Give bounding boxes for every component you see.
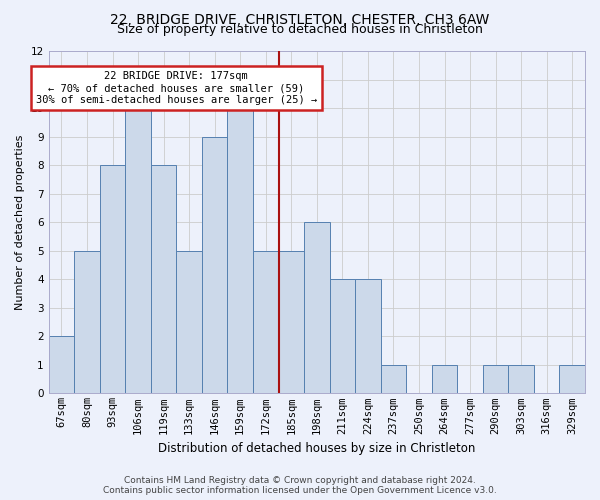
Bar <box>432 365 457 394</box>
Text: Contains HM Land Registry data © Crown copyright and database right 2024.
Contai: Contains HM Land Registry data © Crown c… <box>103 476 497 495</box>
Bar <box>278 251 304 394</box>
Bar <box>304 222 329 394</box>
Bar <box>559 365 585 394</box>
Y-axis label: Number of detached properties: Number of detached properties <box>15 135 25 310</box>
Bar <box>253 251 278 394</box>
Bar <box>151 166 176 394</box>
Bar <box>176 251 202 394</box>
Bar <box>100 166 125 394</box>
Bar <box>49 336 74 394</box>
Bar <box>202 137 227 394</box>
Bar <box>380 365 406 394</box>
Bar <box>355 280 380 394</box>
Bar <box>227 108 253 394</box>
Bar <box>508 365 534 394</box>
Bar <box>329 280 355 394</box>
Bar <box>125 108 151 394</box>
Text: 22 BRIDGE DRIVE: 177sqm
← 70% of detached houses are smaller (59)
30% of semi-de: 22 BRIDGE DRIVE: 177sqm ← 70% of detache… <box>36 72 317 104</box>
Bar <box>483 365 508 394</box>
Bar <box>74 251 100 394</box>
Text: Size of property relative to detached houses in Christleton: Size of property relative to detached ho… <box>117 22 483 36</box>
Text: 22, BRIDGE DRIVE, CHRISTLETON, CHESTER, CH3 6AW: 22, BRIDGE DRIVE, CHRISTLETON, CHESTER, … <box>110 12 490 26</box>
X-axis label: Distribution of detached houses by size in Christleton: Distribution of detached houses by size … <box>158 442 476 455</box>
